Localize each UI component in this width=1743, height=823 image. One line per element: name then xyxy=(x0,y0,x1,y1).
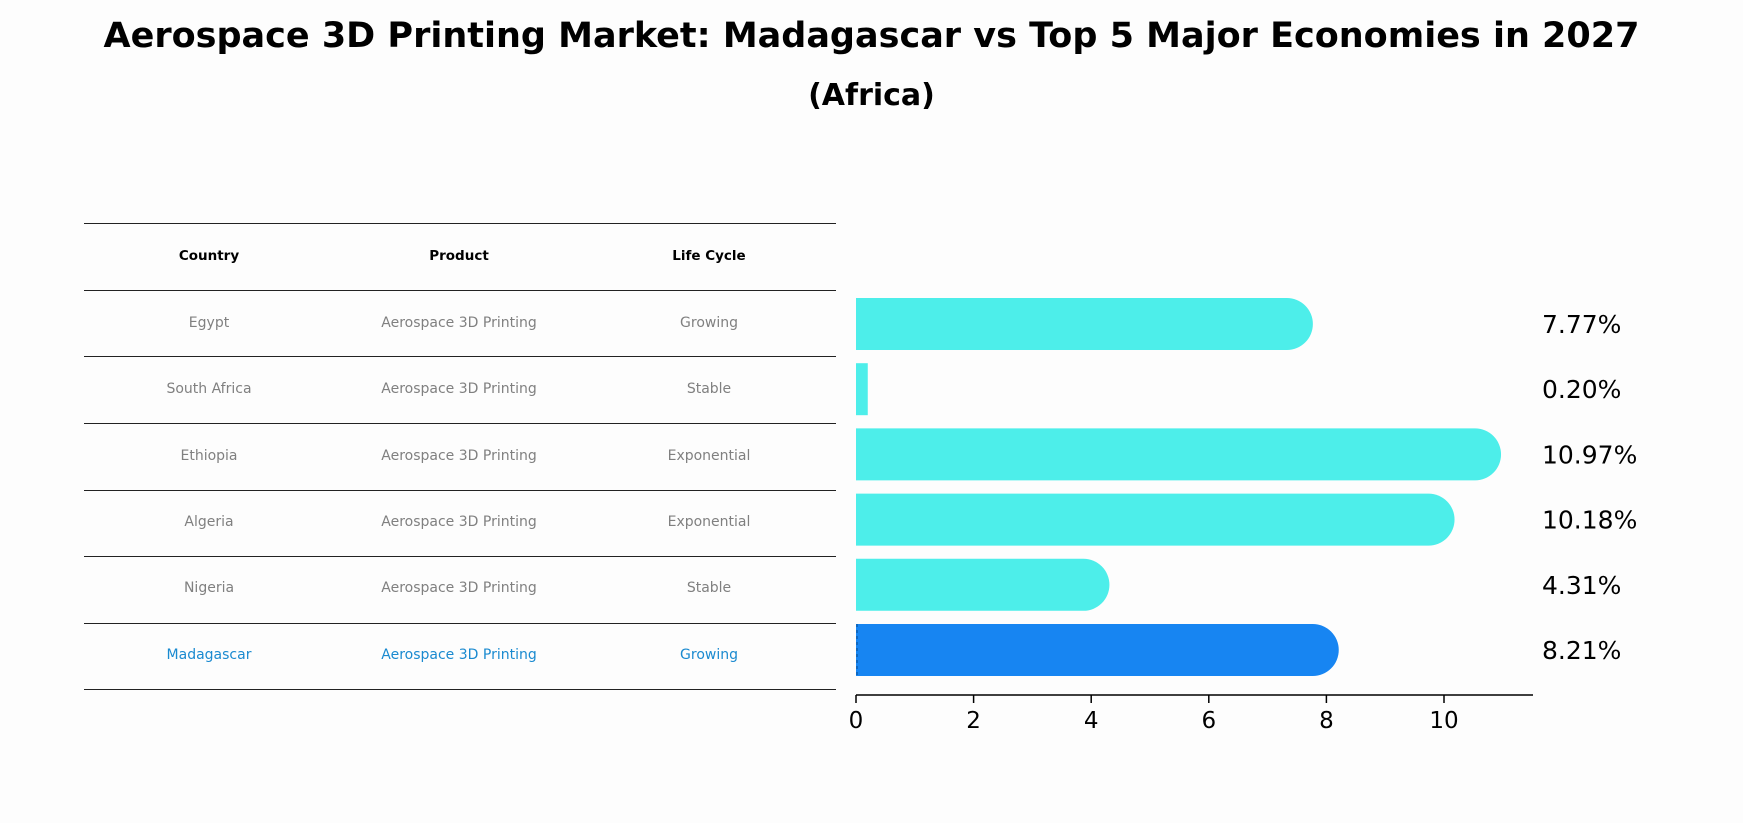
cell-country: Ethiopia xyxy=(180,448,238,464)
table-rule xyxy=(84,490,836,491)
table-top-rule xyxy=(84,223,836,224)
x-tick-label: 4 xyxy=(1084,708,1099,734)
cell-product: Aerospace 3D Printing xyxy=(381,448,537,464)
header-product: Product xyxy=(429,248,489,264)
table-rule xyxy=(84,290,836,291)
cell-life-cycle: Growing xyxy=(680,315,738,331)
value-label-ethiopia: 10.97% xyxy=(1542,440,1637,469)
cell-life-cycle-highlight: Growing xyxy=(680,647,738,663)
value-label-egypt: 7.77% xyxy=(1542,310,1621,339)
value-label-nigeria: 4.31% xyxy=(1542,571,1621,600)
cell-life-cycle: Stable xyxy=(686,381,732,397)
bar-shape xyxy=(856,298,1313,350)
bar-nigeria xyxy=(856,558,1110,611)
x-tick-label: 2 xyxy=(966,708,981,734)
value-label-madagascar: 8.21% xyxy=(1542,636,1621,665)
cell-life-cycle: Stable xyxy=(686,580,732,596)
chart-subtitle: (Africa) xyxy=(808,78,935,113)
x-tick-label: 0 xyxy=(849,708,864,734)
value-label-south-africa: 0.20% xyxy=(1542,375,1621,404)
table-bottom-rule xyxy=(84,689,836,690)
bar-shape xyxy=(856,624,1339,676)
bar-madagascar xyxy=(856,624,1339,676)
cell-country: Egypt xyxy=(188,315,230,331)
bar-ethiopia xyxy=(856,428,1502,481)
chart-title: Aerospace 3D Printing Market: Madagascar… xyxy=(103,16,1640,56)
cell-country: South Africa xyxy=(166,381,252,397)
table-rule xyxy=(84,423,836,424)
cell-product: Aerospace 3D Printing xyxy=(381,381,537,397)
bar-algeria xyxy=(856,493,1455,546)
table-rule xyxy=(84,356,836,357)
cell-product: Aerospace 3D Printing xyxy=(381,580,537,596)
bar-shape xyxy=(856,363,868,416)
bar-shape xyxy=(856,558,1110,611)
cell-product-highlight: Aerospace 3D Printing xyxy=(381,647,537,663)
bar-shape xyxy=(856,428,1502,481)
cell-country: Nigeria xyxy=(183,580,235,596)
cell-country: Algeria xyxy=(184,514,234,530)
cell-product: Aerospace 3D Printing xyxy=(381,315,537,331)
cell-country-highlight: Madagascar xyxy=(166,647,252,663)
cell-life-cycle: Exponential xyxy=(667,448,751,464)
table-rule xyxy=(84,623,836,624)
value-label-algeria: 10.18% xyxy=(1542,506,1637,535)
bar-egypt xyxy=(856,298,1313,350)
table-rule xyxy=(84,556,836,557)
x-tick-label: 8 xyxy=(1319,708,1334,734)
bar-shape xyxy=(856,493,1455,546)
x-tick-label: 10 xyxy=(1429,708,1458,734)
bar-south-africa xyxy=(856,363,868,416)
header-life-cycle: Life Cycle xyxy=(672,248,746,264)
header-country: Country xyxy=(178,248,240,264)
cell-product: Aerospace 3D Printing xyxy=(381,514,537,530)
cell-life-cycle: Exponential xyxy=(667,514,751,530)
x-tick-label: 6 xyxy=(1201,708,1216,734)
